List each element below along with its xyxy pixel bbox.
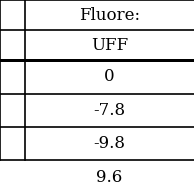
Text: -9.8: -9.8 xyxy=(94,135,126,152)
Text: 9.6: 9.6 xyxy=(96,169,123,186)
Text: Fluore:: Fluore: xyxy=(79,7,140,23)
Text: -7.8: -7.8 xyxy=(94,102,126,119)
Text: UFF: UFF xyxy=(91,37,128,54)
Text: 0: 0 xyxy=(104,68,115,85)
